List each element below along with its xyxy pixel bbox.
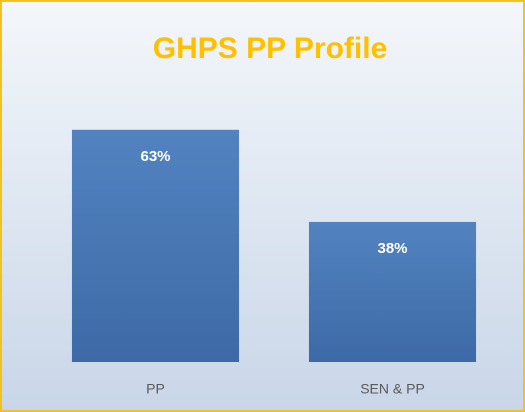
bar xyxy=(71,129,240,362)
x-tick-label: SEN & PP xyxy=(360,381,425,397)
bar xyxy=(308,221,477,362)
data-label: 38% xyxy=(377,240,407,257)
chart-title: GHPS PP Profile xyxy=(153,32,388,65)
data-label: 63% xyxy=(140,148,170,165)
x-tick-label: PP xyxy=(146,381,165,397)
